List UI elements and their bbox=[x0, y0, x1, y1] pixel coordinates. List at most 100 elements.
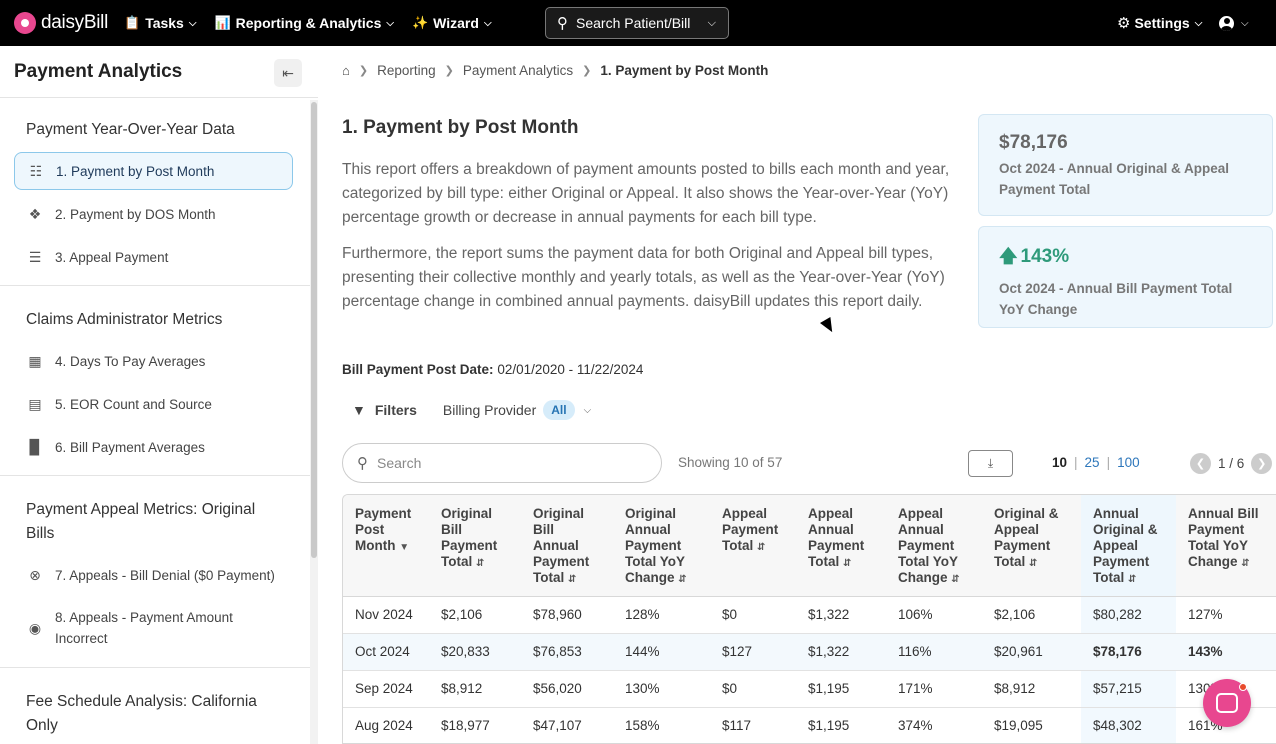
separator: | bbox=[1106, 455, 1111, 470]
prev-page-button[interactable]: ❮ bbox=[1190, 453, 1211, 474]
chevron-right-icon: ❯ bbox=[444, 65, 454, 77]
report-title: 1. Payment by Post Month bbox=[342, 117, 579, 138]
brand-name: daisyBill bbox=[41, 12, 108, 33]
chevron-down-icon: ⌵ bbox=[1241, 17, 1249, 29]
nav-reporting-label: Reporting & Analytics bbox=[235, 15, 382, 31]
daisy-icon bbox=[14, 12, 36, 34]
table-cell: $8,912 bbox=[429, 670, 521, 708]
table-cell: $18,977 bbox=[429, 707, 521, 743]
patient-bill-search[interactable]: ⚲ Search Patient/Bill ⌵ bbox=[545, 7, 729, 39]
col-header[interactable]: Appeal Annual Payment Total YoY Change ⇵ bbox=[886, 495, 982, 597]
col-header-label: Appeal Payment Total bbox=[722, 506, 779, 553]
nav-wizard-label: Wizard bbox=[433, 15, 479, 31]
page-size-25[interactable]: 25 bbox=[1084, 455, 1100, 470]
table-cell: 106% bbox=[886, 596, 982, 634]
chat-button[interactable] bbox=[1203, 679, 1251, 727]
table-cell: $1,322 bbox=[796, 596, 886, 634]
chevron-down-icon: ⌵ bbox=[483, 17, 492, 29]
col-header-label: Original Bill Payment Total bbox=[441, 506, 498, 569]
sort-icon: ⇵ bbox=[843, 558, 852, 569]
sidebar-item-bill-payment-averages[interactable]: ▉ 6. Bill Payment Averages bbox=[14, 428, 293, 466]
table-cell: 143% bbox=[1176, 633, 1276, 671]
card-value-row: 🡅 143% bbox=[999, 244, 1252, 274]
filters-button[interactable]: Filters bbox=[374, 402, 417, 418]
col-header[interactable]: Original Bill Payment Total ⇵ bbox=[429, 495, 521, 597]
table-cell: $76,853 bbox=[521, 633, 613, 671]
sort-icon: ⇵ bbox=[1029, 558, 1038, 569]
post-date-label: Bill Payment Post Date: bbox=[342, 362, 494, 377]
sidebar-item-payment-by-post-month[interactable]: ☷ 1. Payment by Post Month bbox=[14, 152, 293, 190]
annual-total-card: $78,176 Oct 2024 - Annual Original & App… bbox=[978, 114, 1273, 216]
search-label: Search Patient/Bill bbox=[576, 15, 691, 31]
chevron-right-icon: ❯ bbox=[582, 65, 592, 77]
sidebar-item-label: 6. Bill Payment Averages bbox=[55, 439, 205, 455]
table-row[interactable]: Sep 2024 $8,912 $56,020 130% $0 $1,195 171% $8,… bbox=[343, 670, 1276, 708]
showing-count: Showing 10 of 57 bbox=[678, 455, 783, 470]
next-page-button[interactable]: ❯ bbox=[1251, 453, 1273, 474]
col-header[interactable]: Original Annual Payment Total YoY Change… bbox=[613, 495, 710, 597]
col-header-label: Appeal Annual Payment Total YoY Change bbox=[898, 506, 958, 585]
search-icon: ⚲ bbox=[557, 15, 568, 32]
wand-icon: ✨ bbox=[411, 15, 429, 30]
nav-tasks[interactable]: 📋 Tasks ⌵ bbox=[124, 15, 196, 31]
sort-icon: ⇵ bbox=[951, 574, 960, 585]
col-header-label: Annual Original & Appeal Payment Total bbox=[1093, 506, 1158, 585]
table-cell: 171% bbox=[886, 670, 982, 708]
table-cell: $0 bbox=[710, 596, 796, 634]
col-header[interactable]: Appeal Payment Total ⇵ bbox=[710, 495, 796, 597]
chevron-down-icon: ⌵ bbox=[188, 17, 197, 29]
col-header-label: Original & Appeal Payment Total bbox=[994, 506, 1059, 569]
user-menu[interactable]: ⌵ bbox=[1219, 0, 1249, 46]
breadcrumb-payment-analytics[interactable]: Payment Analytics bbox=[462, 63, 574, 78]
sidebar-item-label: 3. Appeal Payment bbox=[55, 249, 169, 265]
top-navbar: daisyBill 📋 Tasks ⌵ 📊 Reporting & Analyt… bbox=[0, 0, 1276, 46]
settings-label: Settings bbox=[1134, 15, 1190, 31]
daisybill-logo[interactable]: daisyBill bbox=[14, 12, 108, 34]
table-cell: $8,912 bbox=[982, 670, 1081, 708]
chevron-down-icon[interactable]: ⌵ bbox=[583, 404, 592, 416]
nav-wizard[interactable]: ✨ Wizard ⌵ bbox=[412, 15, 492, 31]
sort-icon: ⇵ bbox=[476, 558, 485, 569]
table-cell: $20,833 bbox=[429, 633, 521, 671]
sidebar-item-appeal-payment[interactable]: ☰ 3. Appeal Payment bbox=[14, 238, 293, 276]
table-cell: $57,215 bbox=[1081, 670, 1176, 708]
search-icon: ⚲ bbox=[357, 455, 368, 472]
table-row[interactable]: Oct 2024 $20,833 $76,853 144% $127 $1,322 116%… bbox=[343, 633, 1276, 671]
section-title-appeal-metrics: Payment Appeal Metrics: Original Bills bbox=[26, 501, 256, 542]
sidebar-item-days-to-pay[interactable]: ▦ 4. Days To Pay Averages bbox=[14, 342, 293, 380]
col-header[interactable]: Annual Original & Appeal Payment Total ⇵ bbox=[1081, 495, 1176, 597]
table-search-input[interactable]: ⚲ Search bbox=[342, 443, 662, 483]
table-cell: 158% bbox=[613, 707, 710, 743]
nav-reporting[interactable]: 📊 Reporting & Analytics ⌵ bbox=[214, 15, 394, 31]
page-size-10[interactable]: 10 bbox=[1052, 455, 1068, 470]
card-label: Oct 2024 - Annual Original & Appeal Paym… bbox=[999, 161, 1230, 197]
col-header[interactable]: Annual Bill Payment Total YoY Change ⇵ bbox=[1176, 495, 1276, 597]
collapse-sidebar-button[interactable]: ⇤ bbox=[274, 59, 302, 87]
settings-menu[interactable]: ⚙ Settings ⌵ bbox=[1117, 0, 1202, 46]
col-header[interactable]: Appeal Annual Payment Total ⇵ bbox=[796, 495, 886, 597]
table-row[interactable]: Nov 2024 $2,106 $78,960 128% $0 $1,322 106% $2,… bbox=[343, 596, 1276, 634]
dollar-circle-icon: ◉ bbox=[28, 619, 42, 636]
divider bbox=[0, 285, 310, 286]
download-button[interactable]: ⤓ bbox=[968, 450, 1013, 477]
table-cell: $2,106 bbox=[429, 596, 521, 634]
page-size-selector: 10 | 25 | 100 bbox=[1052, 455, 1140, 470]
chevron-down-icon: ⌵ bbox=[707, 16, 716, 29]
table-cell: 144% bbox=[613, 633, 710, 671]
breadcrumb-reporting[interactable]: Reporting bbox=[377, 63, 436, 78]
sidebar-item-appeals-bill-denial[interactable]: ⊗ 7. Appeals - Bill Denial ($0 Payment) bbox=[14, 556, 293, 594]
sidebar-item-appeals-payment-incorrect[interactable]: ◉ 8. Appeals - Payment Amount Incorrect bbox=[14, 606, 293, 650]
page-size-100[interactable]: 100 bbox=[1117, 455, 1140, 470]
billing-provider-label[interactable]: Billing Provider bbox=[442, 402, 537, 418]
col-header[interactable]: Original & Appeal Payment Total ⇵ bbox=[982, 495, 1081, 597]
col-header[interactable]: Original Bill Annual Payment Total ⇵ bbox=[521, 495, 613, 597]
sidebar-item-eor-count[interactable]: ▤ 5. EOR Count and Source bbox=[14, 385, 293, 423]
sidebar-scroll-thumb[interactable] bbox=[311, 102, 317, 558]
filter-icon[interactable]: ▼ bbox=[352, 402, 366, 418]
sidebar-item-payment-by-dos-month[interactable]: ❖ 2. Payment by DOS Month bbox=[14, 195, 293, 233]
billing-provider-value[interactable]: All bbox=[543, 400, 575, 420]
col-header[interactable]: Payment Post Month ▼ bbox=[343, 495, 429, 597]
home-icon[interactable]: ⌂ bbox=[342, 63, 350, 78]
table-row[interactable]: Aug 2024 $18,977 $47,107 158% $117 $1,195 374%… bbox=[343, 707, 1276, 743]
table-cell: Sep 2024 bbox=[343, 670, 429, 708]
